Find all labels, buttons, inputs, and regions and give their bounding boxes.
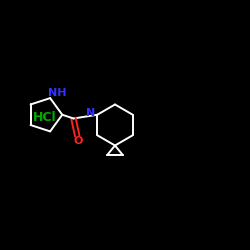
Text: HCl: HCl [33, 111, 57, 124]
Text: NH: NH [48, 88, 67, 98]
Text: O: O [73, 136, 83, 146]
Text: N: N [86, 108, 96, 118]
